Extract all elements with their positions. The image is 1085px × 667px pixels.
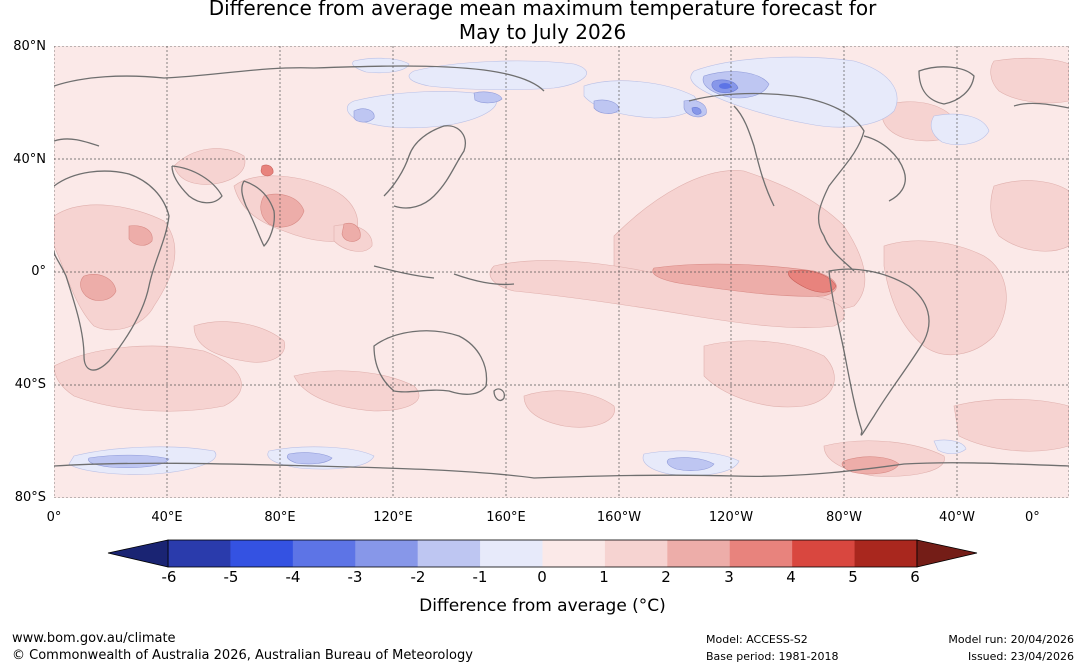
footer-issued: Issued: 23/04/2026 [967, 650, 1074, 663]
footer-website: www.bom.gov.au/climate [12, 631, 176, 646]
colorbar-segment [168, 540, 231, 567]
colorbar-tick: -4 [285, 568, 301, 586]
colorbar-segment [480, 540, 543, 567]
colorbar-tick: 0 [537, 568, 547, 586]
colorbar-tick: -5 [223, 568, 239, 586]
colorbar-tick: -1 [472, 568, 488, 586]
colorbar-segment [417, 540, 481, 567]
colorbar-tick: 2 [661, 568, 671, 586]
colorbar-border [167, 539, 918, 568]
lat-label-equator: 0° [31, 264, 46, 279]
anomaly-band-3-4 [260, 164, 837, 293]
colorbar-high-extension [916, 539, 978, 568]
colorbar-segment [792, 540, 856, 567]
lon-label-160e: 160°E [486, 510, 526, 525]
colorbar-segment [542, 540, 606, 567]
footer-copyright: © Commonwealth of Australia 2026, Austra… [12, 648, 473, 663]
anomaly-band-neg4-neg3 [719, 83, 731, 89]
title-line-1: Difference from average mean maximum tem… [208, 0, 877, 20]
colorbar-label: Difference from average (°C) [419, 596, 666, 616]
lon-label-40w: 40°W [939, 510, 975, 525]
lat-label-40n: 40°N [13, 152, 46, 167]
coastlines [54, 65, 1069, 479]
title-line-2: May to July 2026 [458, 20, 627, 44]
lon-label-120w: 120°W [708, 510, 754, 525]
graticule [54, 46, 1069, 498]
colorbar-tick: 4 [786, 568, 796, 586]
colorbar-tick: 1 [599, 568, 609, 586]
colorbar-segment [667, 540, 731, 567]
anomaly-map [54, 46, 1069, 498]
colorbar-tick: -2 [410, 568, 426, 586]
colorbar-tick: 5 [848, 568, 858, 586]
colorbar-segment [729, 540, 793, 567]
footer-base-period: Base period: 1981-2018 [706, 650, 839, 663]
colorbar-tick: -3 [347, 568, 363, 586]
lat-label-40s: 40°S [14, 377, 46, 392]
lon-label-120e: 120°E [373, 510, 413, 525]
lon-label-40e: 40°E [151, 510, 183, 525]
colorbar-segment [355, 540, 419, 567]
footer-model: Model: ACCESS-S2 [706, 633, 808, 646]
colorbar-segments [167, 539, 918, 568]
colorbar-low-extension [107, 539, 169, 568]
colorbar-tick: 3 [724, 568, 734, 586]
colorbar-segment [854, 540, 918, 567]
lat-label-80n: 80°N [13, 39, 46, 54]
colorbar-segment [604, 540, 668, 567]
map-title: Difference from average mean maximum tem… [0, 0, 1085, 44]
colorbar-tick: -6 [161, 568, 177, 586]
anomaly-band-neg1-0 [68, 56, 990, 476]
lon-label-0: 0° [46, 510, 62, 525]
colorbar-segment [292, 540, 356, 567]
lon-label-0-right: 0° [1025, 510, 1040, 525]
lon-label-80w: 80°W [826, 510, 862, 525]
colorbar-tick: 6 [910, 568, 920, 586]
lon-label-160w: 160°W [596, 510, 642, 525]
lat-label-80s: 80°S [14, 490, 46, 505]
colorbar-segment [230, 540, 294, 567]
footer-model-run: Model run: 20/04/2026 [948, 633, 1074, 646]
lon-label-80e: 80°E [264, 510, 296, 525]
